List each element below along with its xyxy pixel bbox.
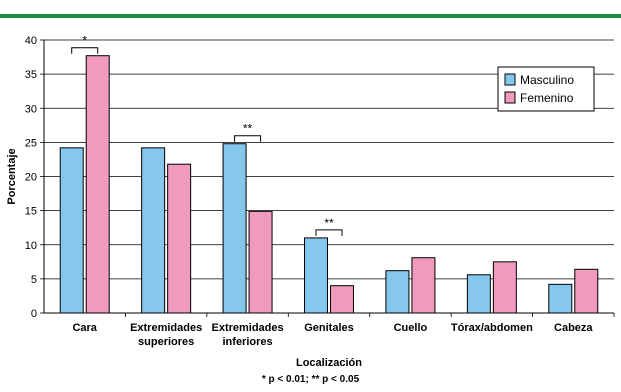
significance-label: * [82,34,87,48]
legend-label-femenino: Femenino [520,91,574,105]
bar-masculino [141,147,166,314]
significance-footnote: * p < 0.01; ** p < 0.05 [261,374,360,385]
y-tick-label: 15 [25,206,37,218]
x-tick-label: Cabeza [554,322,593,334]
y-tick-label: 5 [31,274,37,286]
top-accent-rule [0,14,621,18]
x-tick-label: Extremidades [211,322,283,334]
x-tick-label: superiores [138,336,194,348]
significance-bracket [315,229,343,236]
significance-label: ** [324,216,334,230]
legend-swatch-masculino [504,73,516,86]
x-tick-label: Extremidades [130,322,202,334]
x-tick-label: Cuello [394,322,428,334]
x-tick-label: Cara [72,322,97,334]
legend-label-masculino: Masculino [520,73,574,87]
bar-femenino [330,285,354,314]
bar-masculino [548,283,573,314]
bar-femenino [85,55,110,314]
significance-label: ** [243,122,253,136]
bar-masculino [59,147,84,314]
bar-masculino [385,270,410,314]
bar-femenino [574,268,599,314]
bar-chart: 0 5 10 15 20 25 30 35 40 Cara Extremidades superior… [6,34,615,369]
y-tick-label: 20 [25,172,37,184]
bar-masculino [222,143,247,314]
x-axis-title: Localización [296,357,362,369]
bar-masculino [466,274,491,314]
bar-femenino [248,210,273,314]
bar-femenino [492,261,517,314]
y-tick-label: 10 [25,240,37,252]
significance-bracket [234,135,262,142]
x-tick-label: inferiores [223,336,273,348]
bar-femenino [167,163,192,314]
significance-bracket [71,47,99,54]
y-axis-title: Porcentaje [6,148,18,204]
y-tick-label: 35 [25,69,37,81]
x-tick-label: Tórax/abdomen [451,322,533,334]
x-tick-label: Genitales [304,322,354,334]
bar-femenino [411,257,436,314]
bar-masculino [304,237,328,314]
y-tick-label: 30 [25,103,37,115]
legend-swatch-femenino [504,91,516,104]
y-tick-label: 0 [31,308,37,320]
y-tick-label: 25 [25,137,37,149]
y-tick-label: 40 [25,35,37,47]
